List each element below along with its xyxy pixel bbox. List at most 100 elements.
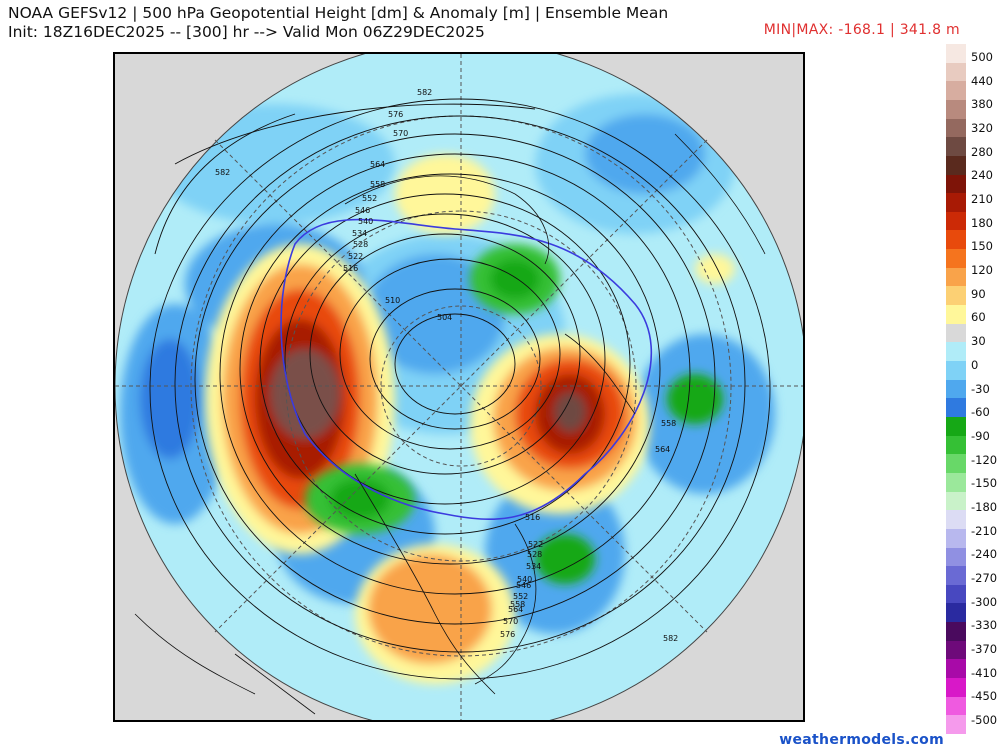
contour-label: 528 [527, 550, 542, 559]
colorbar-swatch [946, 398, 966, 418]
colorbar-swatch [946, 193, 966, 213]
contour-label: 582 [417, 88, 432, 97]
colorbar-tick-label: -450 [971, 689, 998, 704]
contour-label: 510 [385, 296, 400, 305]
contour-label: 564 [655, 445, 670, 454]
colorbar-swatch [946, 584, 966, 604]
colorbar-swatch [946, 678, 966, 698]
site-credit[interactable]: weathermodels.com [779, 732, 944, 748]
contour-label: 546 [516, 581, 531, 590]
colorbar-tick-label: 120 [971, 263, 993, 278]
contour-label: 558 [370, 180, 385, 189]
title-line-2: Init: 18Z16DEC2025 -- [300] hr --> Valid… [8, 23, 485, 41]
contour-label: 558 [510, 600, 525, 609]
colorbar-swatch [946, 566, 966, 586]
colorbar-swatch [946, 249, 966, 269]
colorbar-tick-label: 60 [971, 310, 986, 325]
contour-label: 552 [362, 194, 377, 203]
colorbar-swatch [946, 305, 966, 325]
colorbar-swatch [946, 361, 966, 381]
contour-label-group: 582 576 570 564 558 552 546 540 534 528 … [215, 88, 678, 643]
colorbar-swatch [946, 286, 966, 306]
anomaly-field [115, 54, 803, 720]
coastlines [134, 133, 766, 715]
colorbar-tick-label: -270 [971, 570, 998, 585]
colorbar-swatch [946, 715, 966, 735]
contour-label: 546 [355, 206, 370, 215]
colorbar-tick-label: 150 [971, 239, 993, 254]
colorbar-swatch [946, 230, 966, 250]
colorbar-swatch [946, 81, 966, 101]
contour-label: 540 [358, 217, 373, 226]
colorbar-tick-label: 90 [971, 286, 986, 301]
colorbar-tick-label: -500 [971, 713, 998, 727]
contour-label: 564 [370, 160, 385, 169]
colorbar-tick-label: 280 [971, 144, 993, 159]
colorbar-tick-label: 500 [971, 50, 993, 64]
colorbar-tick-label: 440 [971, 73, 993, 88]
contour-label: 516 [525, 513, 540, 522]
colorbar-swatch [946, 174, 966, 194]
colorbar-swatch [946, 454, 966, 474]
colorbar-tick-label: -240 [971, 547, 998, 562]
contour-label: 576 [388, 110, 403, 119]
contour-label: 570 [503, 617, 518, 626]
colorbar-tick-label: -180 [971, 499, 998, 514]
colorbar-swatch [946, 435, 966, 455]
colorbar-swatch [946, 491, 966, 511]
contour-label: 552 [513, 592, 528, 601]
colorbar-tick-label: 180 [971, 215, 993, 230]
colorbar-swatch [946, 379, 966, 399]
colorbar-swatch [946, 137, 966, 157]
colorbar-tick-label: -210 [971, 523, 998, 538]
colorbar-swatch [946, 603, 966, 623]
colorbar-tick-label: 240 [971, 168, 993, 183]
colorbar-tick-label: 30 [971, 334, 986, 349]
height-contours [149, 98, 771, 680]
colorbar-swatch [946, 547, 966, 567]
contour-label: 564 [508, 605, 523, 614]
colorbar-tick-label: -30 [971, 381, 990, 396]
contour-label: 528 [353, 240, 368, 249]
contour-label: 576 [500, 630, 515, 639]
colorbar-swatch [946, 622, 966, 642]
colorbar-tick-label: 0 [971, 357, 979, 372]
contour-label: 558 [661, 419, 676, 428]
colorbar-tick-label: -90 [971, 428, 990, 443]
colorbar-swatch [946, 118, 966, 138]
contour-label: 534 [526, 562, 541, 571]
colorbar-tick-label: -370 [971, 641, 998, 656]
colorbar-swatch [946, 528, 966, 548]
contour-label: 534 [352, 229, 367, 238]
contour-label: 582 [663, 634, 678, 643]
contour-label: 504 [437, 313, 452, 322]
colorbar-swatch [946, 323, 966, 343]
contour-label: 570 [393, 129, 408, 138]
title-line-1: NOAA GEFSv12 | 500 hPa Geopotential Heig… [8, 4, 669, 22]
contour-label: 516 [343, 264, 358, 273]
anomaly-colorbar [946, 44, 966, 735]
contour-label: 582 [215, 168, 230, 177]
contour-label: 522 [528, 540, 543, 549]
colorbar-swatch [946, 510, 966, 530]
colorbar-swatch [946, 659, 966, 679]
anomaly-map-svg: 582 576 570 564 558 552 546 540 534 528 … [115, 54, 803, 720]
colorbar-tick-label: -150 [971, 476, 998, 491]
map-title: NOAA GEFSv12 | 500 hPa Geopotential Heig… [8, 4, 668, 42]
contour-label: 540 [517, 575, 532, 584]
min-max-readout: MIN|MAX: -168.1 | 341.8 m [763, 22, 960, 38]
colorbar-swatch [946, 62, 966, 82]
colorbar-swatch [946, 44, 966, 63]
colorbar-swatch [946, 696, 966, 716]
colorbar-swatch [946, 416, 966, 436]
contour-label: 522 [348, 252, 363, 261]
colorbar-swatch [946, 155, 966, 175]
colorbar-tick-label: -410 [971, 665, 998, 680]
colorbar-tick-label: 210 [971, 192, 993, 207]
colorbar-tick-label: 380 [971, 97, 993, 112]
reference-540-contour [280, 218, 653, 521]
colorbar-swatch [946, 99, 966, 119]
polar-map[interactable]: 582 576 570 564 558 552 546 540 534 528 … [113, 52, 805, 722]
colorbar-tick-label: -120 [971, 452, 998, 467]
colorbar-tick-label: -300 [971, 594, 998, 609]
